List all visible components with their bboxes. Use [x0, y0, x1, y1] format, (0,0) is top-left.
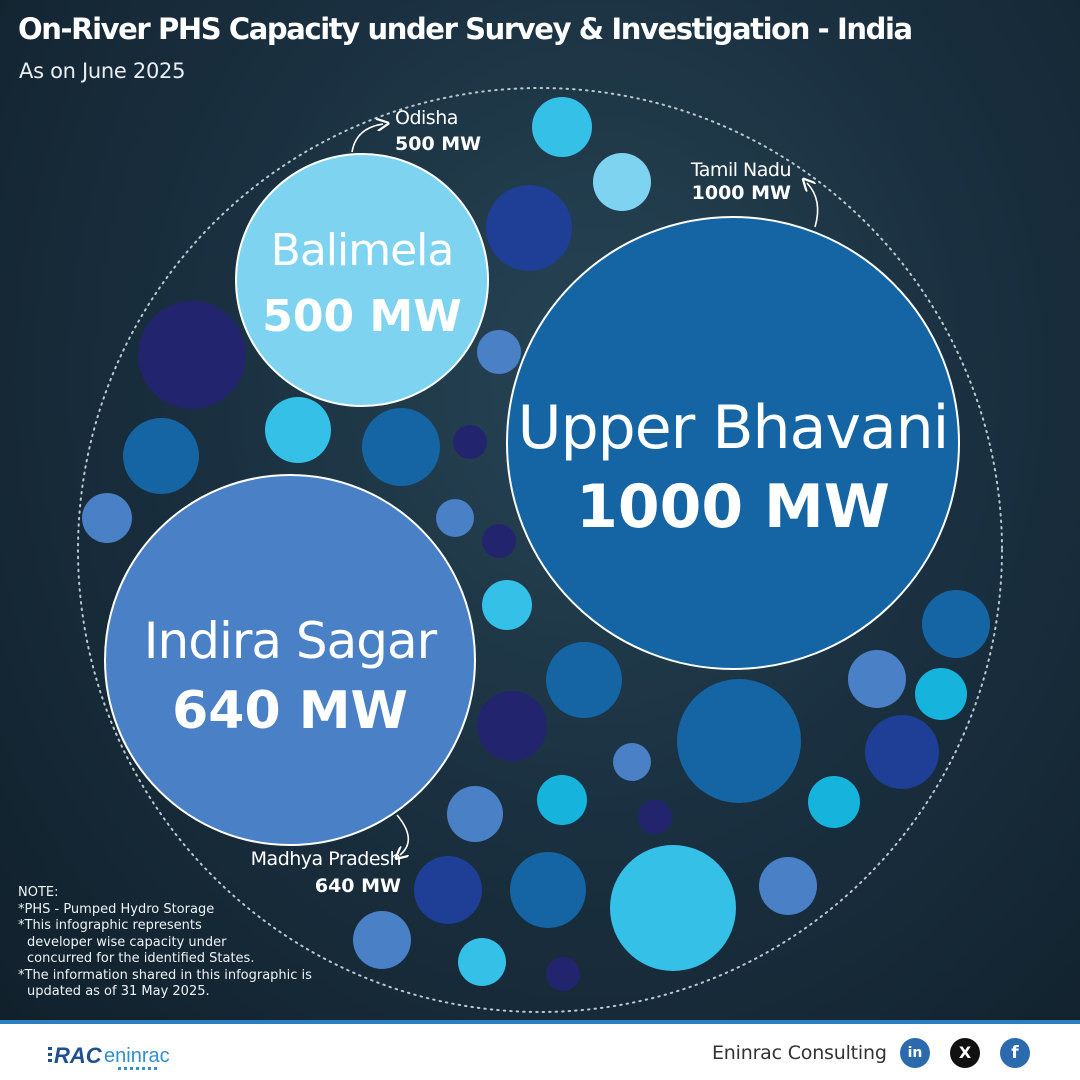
- logo-stripes: [48, 1047, 52, 1062]
- decorative-bubble: [922, 590, 990, 658]
- state-name-label: Odisha: [395, 107, 458, 129]
- state-name-label: Madhya Pradesh: [251, 848, 401, 870]
- decorative-bubble: [848, 650, 906, 708]
- project-bubble: [506, 216, 960, 670]
- callout-arrow: [807, 183, 819, 228]
- linkedin-icon[interactable]: in: [900, 1038, 930, 1068]
- project-capacity-label: 500 MW: [262, 291, 461, 342]
- decorative-bubble: [123, 418, 199, 494]
- project-name-label: Indira Sagar: [144, 612, 438, 670]
- footer-bar: RAC eninrac Eninrac Consulting in X f: [0, 1020, 1080, 1080]
- decorative-bubble: [537, 775, 587, 825]
- note-line: updated as of 31 May 2025.: [27, 984, 210, 999]
- decorative-bubble: [486, 185, 572, 271]
- decorative-bubble: [759, 857, 817, 915]
- decorative-bubble: [362, 408, 440, 486]
- decorative-bubble: [610, 845, 736, 971]
- decorative-bubble: [593, 153, 651, 211]
- callout-arrow: [397, 814, 410, 855]
- project-capacity-label: 640 MW: [172, 681, 408, 741]
- decorative-bubble: [138, 301, 246, 409]
- decorative-bubble: [482, 580, 532, 630]
- state-capacity-label: 1000 MW: [692, 182, 791, 204]
- project-capacity-label: 1000 MW: [576, 472, 890, 542]
- decorative-bubble: [677, 679, 801, 803]
- note-line: concurred for the identified States.: [27, 951, 255, 966]
- eninrac-logo: RAC eninrac: [48, 1043, 170, 1070]
- state-name-label: Tamil Nadu: [690, 159, 791, 181]
- decorative-bubble: [477, 330, 521, 374]
- note-heading: NOTE:: [18, 885, 59, 900]
- decorative-bubble: [613, 743, 651, 781]
- logo-dots: [118, 1067, 157, 1070]
- x-icon[interactable]: X: [950, 1038, 980, 1068]
- note-line: developer wise capacity under: [27, 934, 227, 950]
- decorative-bubble: [915, 668, 967, 720]
- page-subtitle: As on June 2025: [19, 59, 186, 83]
- logo-rac-text: RAC: [54, 1043, 103, 1068]
- page-title: On-River PHS Capacity under Survey & Inv…: [18, 12, 913, 46]
- decorative-bubble: [353, 911, 411, 969]
- state-capacity-label: 640 MW: [315, 875, 401, 897]
- outer-dotted-boundary: [77, 87, 1003, 1013]
- decorative-bubble: [482, 524, 516, 558]
- decorative-bubble: [546, 957, 580, 991]
- project-bubble: [104, 474, 476, 846]
- decorative-bubble: [532, 97, 592, 157]
- logo-word-text: eninrac: [104, 1045, 170, 1067]
- callout-arrow: [351, 124, 383, 153]
- decorative-bubble: [458, 938, 506, 986]
- project-bubbles: Upper Bhavani 1000 MW Indira Sagar 640 MW Ba…: [104, 153, 960, 846]
- decorative-bubble: [447, 786, 503, 842]
- note-line: *This infographic represents: [18, 918, 202, 933]
- decorative-bubble: [265, 397, 331, 463]
- note-line: *The information shared in this infograp…: [18, 967, 312, 983]
- facebook-icon[interactable]: f: [1000, 1038, 1030, 1068]
- decorative-bubble: [808, 776, 860, 828]
- notes-block: NOTE: *PHS - Pumped Hydro Storage *This …: [18, 885, 348, 1001]
- decorative-bubble: [638, 800, 672, 834]
- decorative-bubble: [453, 425, 487, 459]
- decorative-bubble: [546, 642, 622, 718]
- note-line: *PHS - Pumped Hydro Storage: [18, 901, 215, 917]
- decorative-bubble: [477, 691, 547, 761]
- state-capacity-label: 500 MW: [395, 133, 481, 155]
- decorative-bubble: [414, 856, 482, 924]
- decorative-bubble: [510, 852, 586, 928]
- project-name-label: Upper Bhavani: [518, 393, 949, 463]
- project-bubble: [235, 153, 489, 407]
- company-name: Eninrac Consulting: [712, 1042, 887, 1064]
- decorative-bubbles: [82, 97, 990, 991]
- decorative-bubble: [436, 499, 474, 537]
- decorative-bubble: [82, 493, 132, 543]
- decorative-bubble: [865, 715, 939, 789]
- project-name-label: Balimela: [271, 225, 454, 276]
